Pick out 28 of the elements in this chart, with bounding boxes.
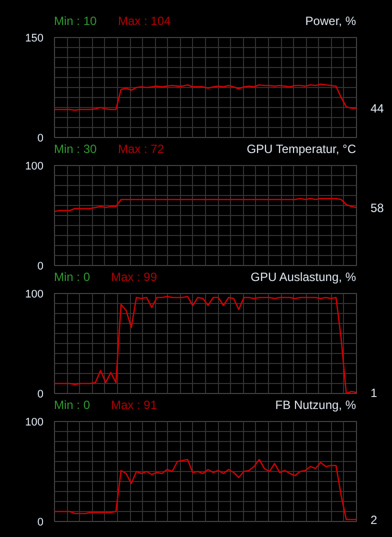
text: Min : 0	[54, 396, 90, 414]
text: Max : 99	[111, 268, 158, 286]
chart-title: GPU Temperatur, °C	[246, 140, 356, 158]
y-tick-label: 100	[25, 160, 44, 172]
text: Min : 0	[54, 268, 90, 286]
chart-title: FB Nutzung, %	[275, 396, 356, 414]
text: Min : 10	[54, 12, 97, 30]
y-tick-label: 0	[37, 388, 44, 400]
text: 44	[370, 102, 384, 116]
y-tick-label: 150	[25, 32, 44, 44]
text: Max : 72	[118, 140, 164, 158]
chart-title: Power, %	[305, 12, 356, 30]
line-series	[54, 198, 356, 212]
text: Min : 30	[54, 140, 97, 158]
chart-title: GPU Auslastung, %	[250, 268, 356, 286]
text: 1	[370, 386, 378, 400]
text: 58	[370, 201, 384, 215]
text: Max : 104	[118, 12, 171, 30]
text: Max : 91	[111, 396, 158, 414]
y-tick-label: 0	[37, 260, 44, 272]
line-series	[54, 84, 356, 111]
line-series	[54, 296, 356, 394]
y-tick-label: 100	[25, 288, 44, 300]
y-tick-label: 100	[25, 416, 44, 428]
y-tick-label: 0	[37, 132, 44, 144]
line-series	[54, 458, 356, 520]
y-tick-label: 0	[37, 516, 44, 528]
text: 2	[370, 513, 378, 527]
